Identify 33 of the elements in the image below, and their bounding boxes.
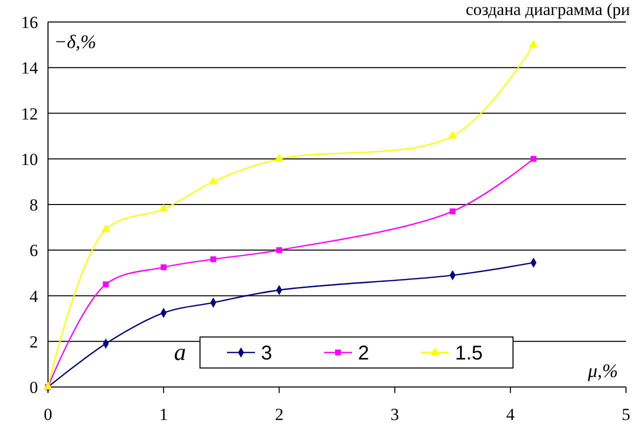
- x-tick-label: 0: [44, 405, 52, 424]
- legend-label: 2: [358, 342, 370, 364]
- point: [448, 130, 458, 139]
- x-tick-label: 3: [390, 405, 400, 424]
- y-tick-label: 0: [30, 378, 38, 397]
- point: [530, 156, 536, 162]
- y-tick-label: 2: [30, 332, 38, 352]
- legend-label: 1.5: [455, 342, 483, 364]
- point: [276, 247, 282, 254]
- point: [101, 224, 110, 232]
- point: [529, 40, 538, 48]
- y-tick-label: 4: [30, 286, 38, 306]
- point: [160, 264, 167, 270]
- y-tick-label: 6: [30, 241, 38, 260]
- y-tick-label: 16: [21, 13, 38, 32]
- x-tick-label: 4: [506, 405, 516, 424]
- point: [208, 176, 218, 184]
- annotation: a: [174, 340, 186, 366]
- y-axis-title: −δ,%: [54, 32, 96, 53]
- y-tick-label: 8: [30, 196, 38, 214]
- point: [274, 154, 284, 162]
- point: [102, 281, 109, 288]
- point: [159, 204, 168, 212]
- legend-label: 3: [261, 342, 272, 364]
- point: [450, 208, 456, 214]
- text: создана диаграмма (ри: [466, 0, 630, 19]
- x-tick-label: 2: [274, 405, 284, 424]
- x-axis-title: μ,%: [586, 361, 618, 382]
- x-tick-label: 5: [622, 405, 630, 424]
- y-tick-label: 14: [21, 58, 38, 78]
- y-tick-label: 10: [21, 150, 38, 169]
- x-tick-label: 1: [159, 405, 168, 424]
- y-tick-label: 12: [21, 104, 38, 124]
